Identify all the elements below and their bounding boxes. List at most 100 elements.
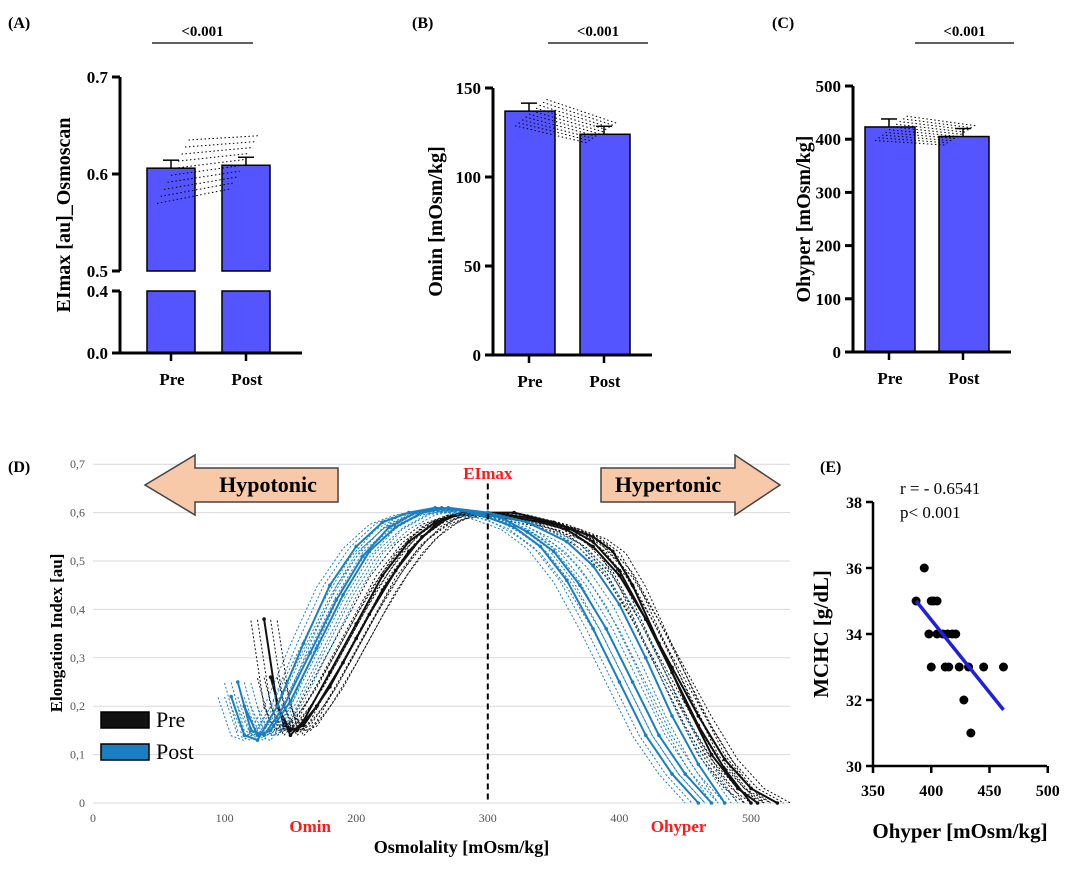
- data-point: [420, 510, 424, 515]
- data-point: [328, 583, 332, 587]
- data-point: [360, 554, 365, 558]
- y-tick-label: 0,4: [70, 602, 85, 616]
- data-point: [551, 549, 556, 554]
- scatter-point: [932, 596, 942, 606]
- scatter-point: [919, 563, 929, 573]
- data-point: [696, 762, 701, 767]
- bar-pre: [864, 126, 916, 353]
- y-tick-label: 0.0: [87, 344, 108, 363]
- data-point: [643, 656, 648, 660]
- y-tick-label: 0.7: [87, 68, 109, 87]
- x-tick-label: 0: [90, 811, 96, 825]
- y-tick-label: 0.4: [87, 282, 109, 301]
- curve-line: [217, 509, 686, 804]
- data-point: [268, 675, 273, 679]
- x-tick-label: 350: [861, 783, 885, 800]
- data-point: [525, 520, 530, 525]
- y-tick-label: 32: [846, 693, 862, 710]
- data-point: [683, 772, 687, 776]
- panel-label: (E): [820, 459, 841, 476]
- data-point: [604, 626, 609, 631]
- data-point: [617, 568, 622, 573]
- ohyper-label: Ohyper: [651, 817, 707, 836]
- data-point: [564, 539, 569, 544]
- curve-line: [230, 509, 712, 804]
- curve-line: [230, 506, 700, 804]
- data-point: [611, 549, 615, 554]
- paired-line: [188, 135, 259, 141]
- bar-post-upper: [221, 164, 271, 272]
- bar-post-lower: [221, 290, 271, 354]
- hypertonic-label: Hypertonic: [615, 472, 722, 497]
- y-tick-label: 36: [846, 561, 862, 578]
- data-point: [288, 699, 293, 704]
- y-tick-label: 0,5: [70, 554, 85, 568]
- data-point: [387, 525, 391, 529]
- omin-label: Omin: [289, 817, 331, 836]
- data-point: [446, 515, 451, 520]
- curve-line: [276, 514, 791, 804]
- y-tick-label: 500: [816, 77, 842, 96]
- bar-post: [938, 135, 990, 353]
- curve-line: [236, 506, 713, 804]
- data-point: [308, 651, 312, 655]
- data-point: [755, 801, 760, 805]
- data-point: [255, 733, 260, 738]
- data-point: [314, 704, 319, 708]
- paired-line: [518, 122, 592, 142]
- data-point: [433, 520, 437, 525]
- data-point: [736, 786, 740, 791]
- data-point: [242, 704, 247, 708]
- paired-line: [546, 98, 617, 124]
- data-point: [249, 728, 253, 733]
- panel-label: (A): [8, 15, 30, 32]
- y-axis-title: MCHC [g/dL]: [809, 570, 833, 698]
- panel-label: (C): [772, 15, 794, 32]
- legend-swatch-pre: [100, 711, 150, 729]
- scatter-point: [966, 728, 976, 738]
- data-point: [407, 539, 411, 544]
- left-arrow-icon: [143, 453, 339, 517]
- x-axis-title: Ohyper [mOsm/kg]: [872, 819, 1047, 843]
- x-tick-label: 500: [742, 811, 760, 825]
- y-tick-label: 50: [464, 257, 481, 276]
- y-tick-label: 30: [846, 759, 862, 776]
- data-point: [407, 510, 411, 515]
- y-tick-label: 0: [833, 343, 842, 362]
- paired-line: [525, 116, 598, 137]
- series-post: [224, 505, 726, 805]
- y-tick-label: 0: [79, 796, 85, 810]
- curve-line: [269, 511, 759, 804]
- y-tick-label: 100: [816, 290, 842, 309]
- paired-line: [906, 115, 976, 127]
- paired-line: [874, 139, 948, 146]
- data-point: [591, 535, 595, 539]
- curve-line: [243, 509, 712, 804]
- paired-line: [542, 101, 614, 126]
- data-point: [486, 510, 490, 515]
- x-tick-label: 500: [1036, 783, 1060, 800]
- y-axis-title: Ohyper [mOsm/kg]: [793, 136, 815, 303]
- correlation-r-label: r = - 0.6541: [900, 479, 980, 498]
- curve-line: [257, 509, 739, 804]
- scatter-point: [979, 662, 989, 672]
- data-point: [282, 704, 286, 708]
- y-tick-label: 200: [816, 237, 842, 256]
- curve-line: [270, 513, 745, 804]
- data-point: [255, 738, 260, 742]
- data-point: [393, 568, 398, 573]
- paired-line: [170, 164, 243, 176]
- y-tick-label: 0.6: [87, 165, 108, 184]
- curve-line: [270, 513, 785, 804]
- y-tick-label: 0: [473, 346, 482, 365]
- y-tick-label: 150: [456, 79, 482, 98]
- paired-line: [532, 110, 605, 133]
- y-tick-label: 38: [846, 495, 862, 512]
- paired-line: [174, 158, 247, 169]
- data-point: [301, 641, 306, 646]
- x-tick-label: 450: [978, 783, 1002, 800]
- curve-line: [250, 508, 732, 804]
- paired-line: [181, 147, 253, 155]
- significance-label: <0.001: [181, 24, 223, 40]
- data-point: [617, 602, 622, 607]
